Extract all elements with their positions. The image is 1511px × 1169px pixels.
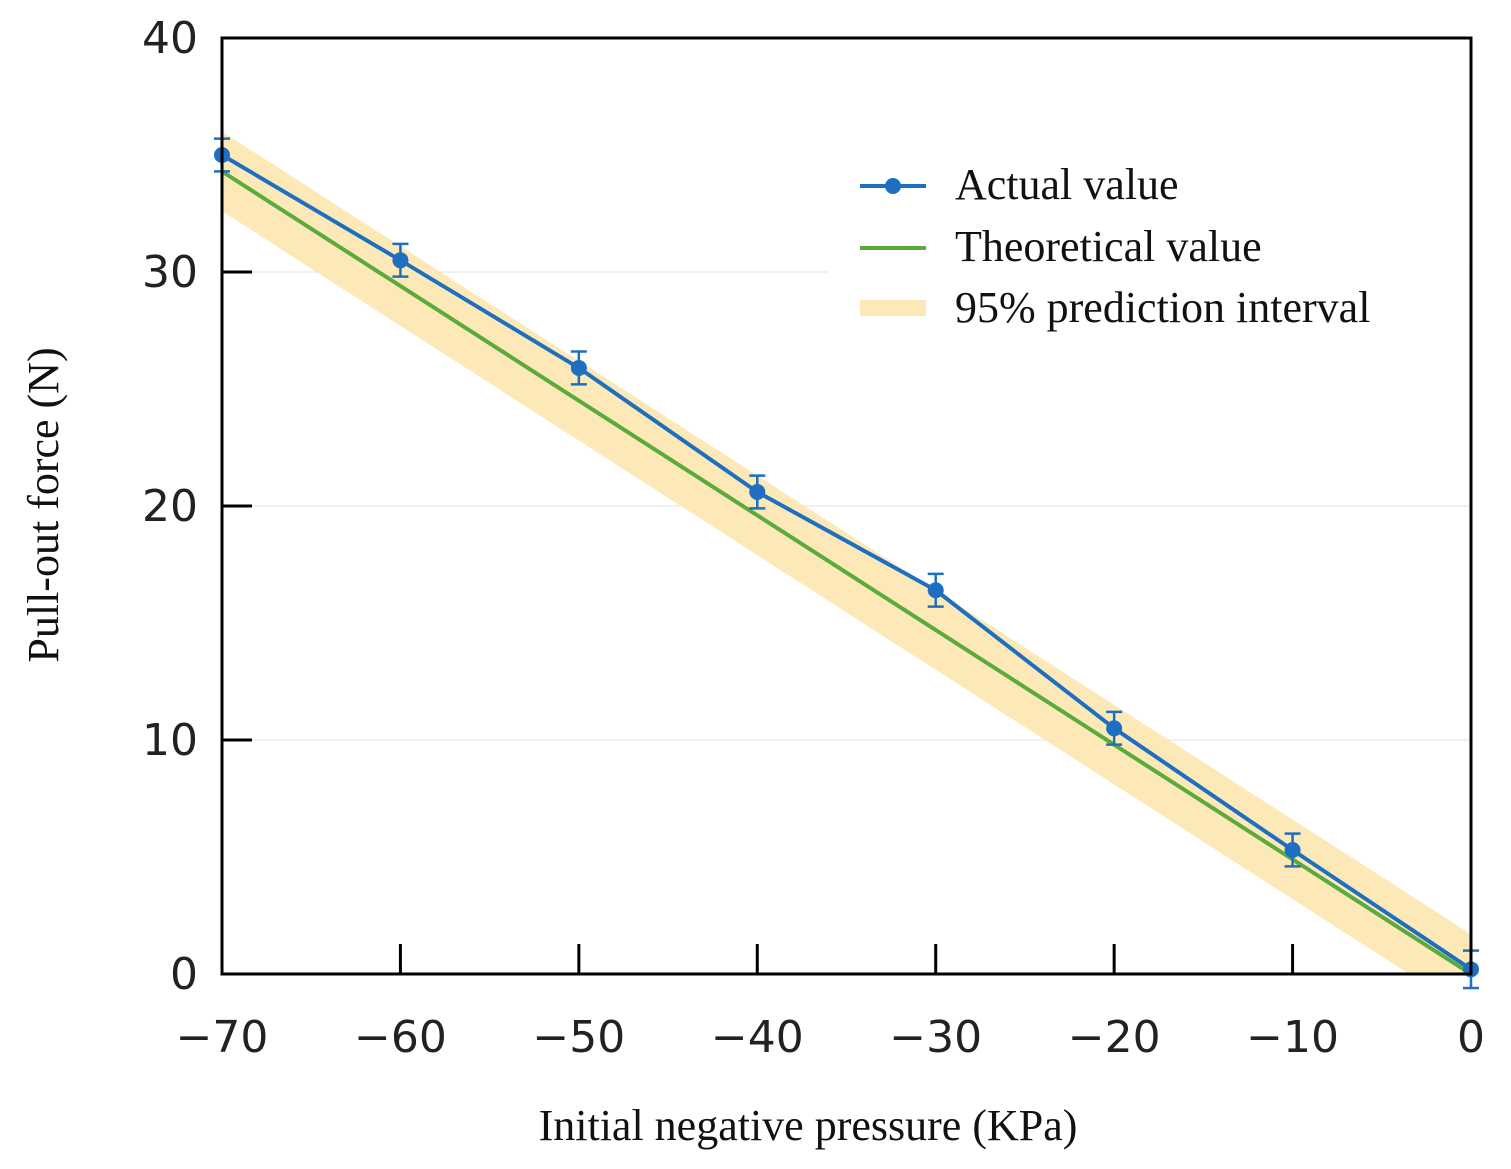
legend-actual-marker-dot	[885, 178, 901, 194]
grid-lines	[222, 271, 1471, 741]
y-tick-labels: 0 10 20 30 40	[142, 13, 198, 1000]
x-tick-label-2: −50	[532, 1012, 625, 1063]
x-tick-label-6: −10	[1246, 1012, 1339, 1063]
actual-value-point-6	[1284, 841, 1301, 858]
y-tick-label-1: 10	[142, 715, 198, 766]
actual-value-point-4	[927, 582, 944, 599]
x-tick-label-1: −60	[354, 1012, 447, 1063]
actual-value-point-2	[570, 359, 587, 376]
legend: Actual value Theoretical value 95% predi…	[828, 150, 1468, 335]
legend-actual-label: Actual value	[955, 160, 1179, 209]
y-tick-label-4: 40	[142, 13, 198, 64]
actual-value-point-1	[392, 252, 409, 269]
x-tick-label-7: 0	[1457, 1012, 1485, 1063]
x-axis-title: Initial negative pressure (KPa)	[539, 1101, 1078, 1150]
axis-ticks	[220, 36, 1473, 976]
x-tick-label-0: −70	[176, 1012, 269, 1063]
legend-theoretical-label: Theoretical value	[955, 222, 1262, 271]
y-tick-label-0: 0	[170, 949, 198, 1000]
theoretical-line-layer	[222, 169, 1471, 974]
legend-interval-label: 95% prediction interval	[955, 283, 1370, 332]
x-tick-label-3: −40	[711, 1012, 804, 1063]
x-tick-label-4: −30	[889, 1012, 982, 1063]
y-tick-label-3: 30	[142, 247, 198, 298]
actual-value-line	[220, 153, 1473, 971]
x-tick-label-5: −20	[1068, 1012, 1161, 1063]
actual-value-point-3	[749, 483, 766, 500]
legend-background	[828, 150, 1468, 335]
y-axis-title: Pull-out force (N)	[19, 347, 68, 662]
theoretical-value-line	[222, 169, 1471, 974]
actual-value-point-5	[1106, 720, 1123, 737]
x-tick-labels: −70 −60 −50 −40 −30 −20 −10 0	[176, 1012, 1485, 1063]
legend-interval-swatch	[860, 300, 926, 316]
y-tick-label-2: 20	[142, 481, 198, 532]
